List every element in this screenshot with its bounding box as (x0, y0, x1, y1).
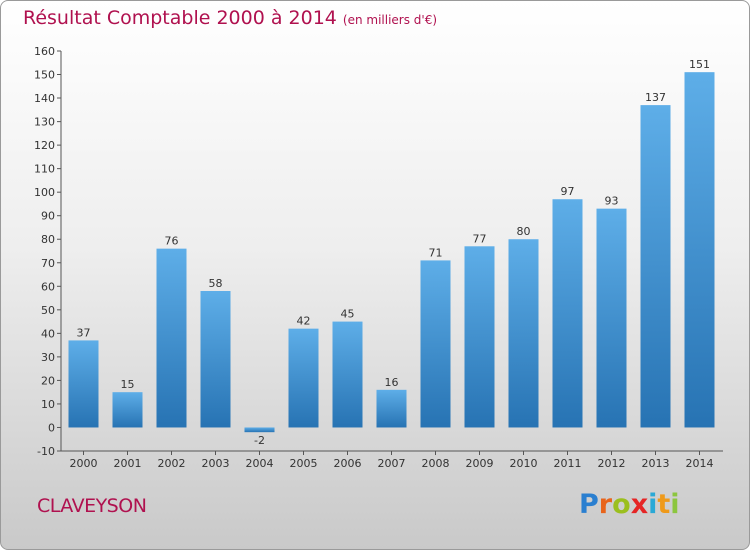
bar-2014 (684, 72, 715, 428)
x-tick-label: 2014 (686, 457, 714, 470)
bars (68, 72, 715, 433)
x-tick-label: 2013 (642, 457, 670, 470)
x-tick-label: 2009 (466, 457, 494, 470)
data-label: 37 (77, 326, 91, 339)
y-tick-label: 40 (41, 327, 55, 340)
logo-letter: P (579, 489, 599, 520)
data-label: 137 (645, 91, 666, 104)
bar-2009 (464, 246, 495, 428)
x-tick-label: 2008 (422, 457, 450, 470)
bar-2001 (112, 392, 143, 428)
bar-2007 (376, 389, 407, 428)
x-tick-label: 2001 (114, 457, 142, 470)
y-tick-label: 90 (41, 210, 55, 223)
logo-letter: o (612, 489, 631, 520)
chart-subtitle: (en milliers d'€) (342, 13, 438, 27)
bar-2013 (640, 105, 671, 428)
data-label: 151 (689, 58, 710, 71)
data-label: 80 (517, 225, 531, 238)
bar-2008 (420, 260, 451, 428)
axes: -10 0 10 20 30 40 50 60 70 80 90 100 110 120 130 140 150… (34, 45, 723, 470)
y-tick-label: 0 (48, 421, 55, 434)
y-tick-label: 70 (41, 257, 55, 270)
chart-title-text: Résultat Comptable 2000 à 2014 (23, 7, 337, 29)
bar-2006 (332, 321, 363, 428)
logo-letter: i (670, 489, 680, 520)
data-label: 76 (165, 235, 179, 248)
data-label: 42 (297, 315, 311, 328)
bar-2000 (68, 340, 99, 428)
x-tick-label: 2002 (158, 457, 186, 470)
x-tick-label: 2010 (510, 457, 538, 470)
chart-title: Résultat Comptable 2000 à 2014 (en millie… (23, 7, 437, 29)
proxiti-logo[interactable]: Proxiti (579, 489, 680, 520)
y-tick-label: 130 (34, 116, 55, 129)
bar-2002 (156, 248, 187, 428)
data-label: 58 (209, 277, 223, 290)
x-tick-label: 2012 (598, 457, 626, 470)
y-tick-label: 10 (41, 398, 55, 411)
data-label: 45 (341, 308, 355, 321)
x-tick-label: 2000 (70, 457, 98, 470)
data-label: 16 (385, 376, 399, 389)
y-tick-label: 100 (34, 186, 55, 199)
y-tick-label: 110 (34, 163, 55, 176)
y-tick-label: 50 (41, 304, 55, 317)
commune-name: CLAVEYSON (37, 495, 147, 517)
x-tick-label: 2005 (290, 457, 318, 470)
logo-letter: x (630, 489, 649, 520)
data-label: 71 (429, 246, 443, 259)
data-labels: 37 15 76 58 -2 42 45 16 71 77 80 97 93 137 151 (77, 58, 711, 447)
logo-letter: r (598, 489, 613, 520)
x-tick-label: 2004 (246, 457, 274, 470)
bar-2004 (244, 427, 275, 433)
y-tick-label: 60 (41, 280, 55, 293)
y-tick-label: 140 (34, 92, 55, 105)
data-label: 97 (561, 185, 575, 198)
logo-letter: i (648, 489, 658, 520)
bar-2010 (508, 239, 539, 428)
logo-letter: t (657, 489, 671, 520)
y-tick-label: 20 (41, 374, 55, 387)
x-tick-label: 2011 (554, 457, 582, 470)
data-label: 93 (605, 195, 619, 208)
data-label: 77 (473, 232, 487, 245)
x-tick-label: 2006 (334, 457, 362, 470)
y-tick-label: 160 (34, 45, 55, 58)
y-tick-label: 30 (41, 351, 55, 364)
y-tick-label: 80 (41, 233, 55, 246)
data-label: 15 (121, 378, 135, 391)
bar-2003 (200, 291, 231, 428)
y-tick-label: 120 (34, 139, 55, 152)
bar-2011 (552, 199, 583, 428)
x-tick-label: 2003 (202, 457, 230, 470)
bar-2012 (596, 208, 627, 428)
y-tick-label: 150 (34, 69, 55, 82)
data-label: -2 (254, 434, 265, 447)
y-tick-label: -10 (37, 445, 55, 458)
x-tick-label: 2007 (378, 457, 406, 470)
bar-2005 (288, 328, 319, 428)
